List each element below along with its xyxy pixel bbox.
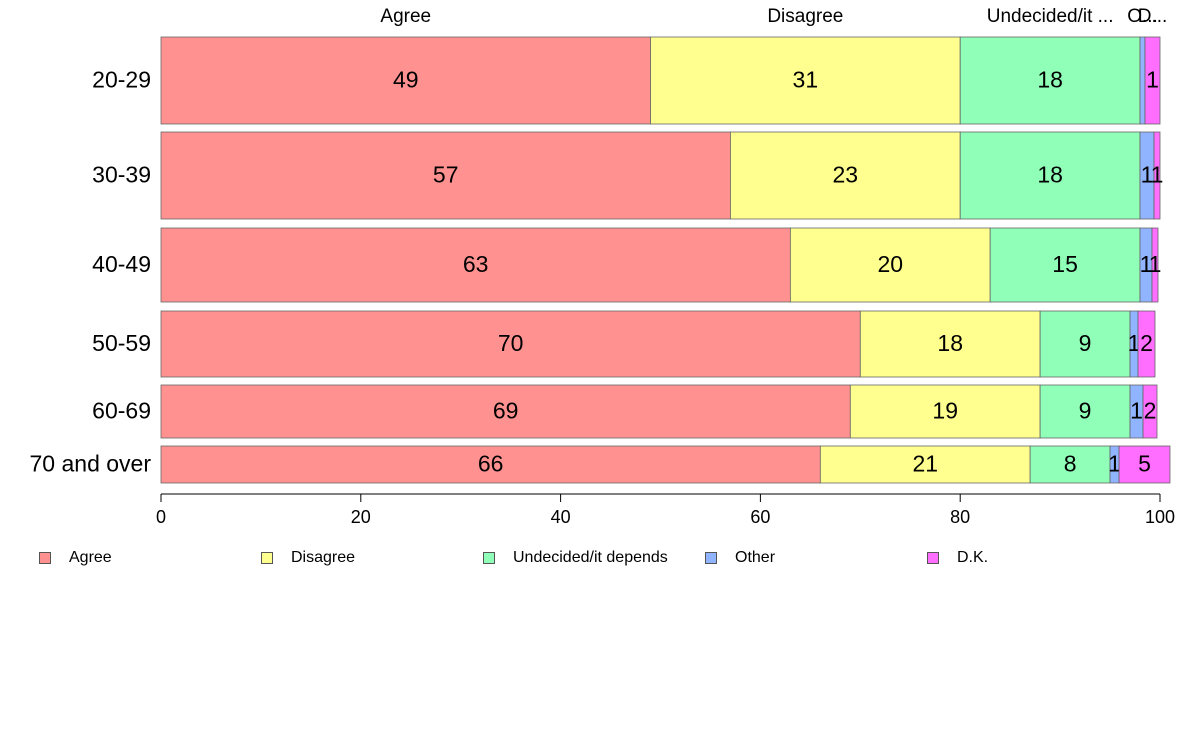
- bar-30-39-agree: [160, 131, 731, 220]
- legend: Agree Disagree Undecided/it depends Othe…: [0, 546, 1188, 570]
- category-label: 70 and over: [30, 451, 152, 477]
- data-label: 1: [1146, 67, 1159, 93]
- bar-50-59-agree: [160, 310, 861, 378]
- bar-70-and-over-undecided-it-depends: [1029, 445, 1111, 484]
- legend-swatch-disagree: [261, 552, 273, 564]
- bar-20-29-d-k-: [1144, 36, 1161, 125]
- data-label: 70: [498, 330, 524, 356]
- data-label: 8: [1064, 451, 1077, 477]
- data-label: 18: [1037, 67, 1063, 93]
- bar-50-59-undecided-it-depends: [1039, 310, 1131, 378]
- x-tick-label: 40: [551, 507, 571, 527]
- top-label: Undecided/it ...: [987, 6, 1114, 27]
- category-label: 60-69: [92, 398, 151, 424]
- bar-60-69-disagree: [849, 384, 1041, 439]
- bar-20-29-other: [1139, 36, 1146, 125]
- bar-50-59-disagree: [859, 310, 1041, 378]
- data-label: 69: [493, 398, 519, 424]
- data-label: 31: [793, 67, 819, 93]
- legend-swatch-undecided: [483, 552, 495, 564]
- legend-label-other: Other: [735, 549, 776, 566]
- data-label: 9: [1079, 398, 1092, 424]
- top-label: O...: [1127, 6, 1158, 27]
- bar-40-49-undecided-it-depends: [989, 227, 1141, 303]
- bar-20-29-agree: [160, 36, 651, 125]
- data-label: 18: [937, 330, 963, 356]
- x-tick-label: 60: [750, 507, 770, 527]
- data-label: 2: [1144, 398, 1157, 424]
- data-label: 20: [877, 251, 903, 277]
- top-label: Agree: [380, 6, 431, 27]
- data-label: 23: [833, 162, 859, 188]
- bar-20-29-undecided-it-depends: [959, 36, 1141, 125]
- category-label: 20-29: [92, 67, 151, 93]
- bar-70-and-over-disagree: [819, 445, 1031, 484]
- data-label: 49: [393, 67, 419, 93]
- bar-40-49-disagree: [789, 227, 991, 303]
- legend-swatch-other: [705, 552, 717, 564]
- data-label: 21: [912, 451, 938, 477]
- legend-swatch-dk: [927, 552, 939, 564]
- bar-60-69-undecided-it-depends: [1039, 384, 1131, 439]
- category-label: 40-49: [92, 251, 151, 277]
- legend-label-agree: Agree: [69, 549, 112, 566]
- legend-item-undecided: Undecided/it depends: [483, 546, 668, 570]
- bar-60-69-agree: [160, 384, 851, 439]
- x-tick-label: 20: [351, 507, 371, 527]
- data-label: 1: [1128, 330, 1141, 356]
- bar-20-29-disagree: [650, 36, 961, 125]
- x-tick-label: 100: [1145, 507, 1175, 527]
- bar-70-and-over-d-k-: [1118, 445, 1171, 484]
- bar-30-39-disagree: [730, 131, 961, 220]
- data-label: 57: [433, 162, 459, 188]
- bar-40-49-d-k-: [1151, 227, 1159, 303]
- legend-item-dk: D.K.: [927, 546, 988, 570]
- data-label: 18: [1037, 162, 1063, 188]
- data-label: 19: [932, 398, 958, 424]
- legend-label-dk: D.K.: [957, 549, 989, 566]
- data-label: 2: [1140, 330, 1153, 356]
- data-label: 1: [1151, 162, 1164, 188]
- top-label: D...: [1138, 6, 1168, 27]
- bar-60-69-d-k-: [1142, 384, 1158, 439]
- category-label: 50-59: [92, 330, 151, 356]
- data-label: 1: [1130, 398, 1143, 424]
- legend-item-other: Other: [705, 546, 775, 570]
- data-label: 5: [1138, 451, 1151, 477]
- x-tick-label: 80: [950, 507, 970, 527]
- legend-label-disagree: Disagree: [291, 549, 356, 566]
- data-label: 1: [1140, 251, 1153, 277]
- legend-swatch-agree: [39, 552, 51, 564]
- category-label: 30-39: [92, 162, 151, 188]
- bar-70-and-over-agree: [160, 445, 821, 484]
- data-label: 1: [1141, 162, 1154, 188]
- data-label: 1: [1149, 251, 1162, 277]
- top-label: Disagree: [767, 6, 843, 27]
- data-label: 9: [1079, 330, 1092, 356]
- x-tick-label: 0: [156, 507, 166, 527]
- legend-item-agree: Agree: [39, 546, 112, 570]
- data-label: 15: [1052, 251, 1078, 277]
- data-label: 63: [463, 251, 489, 277]
- bar-50-59-d-k-: [1137, 310, 1156, 378]
- bar-30-39-undecided-it-depends: [959, 131, 1141, 220]
- legend-item-disagree: Disagree: [261, 546, 355, 570]
- legend-label-undecided: Undecided/it depends: [513, 549, 668, 566]
- data-label: 1: [1108, 451, 1121, 477]
- bar-30-39-d-k-: [1153, 131, 1161, 220]
- data-label: 66: [478, 451, 504, 477]
